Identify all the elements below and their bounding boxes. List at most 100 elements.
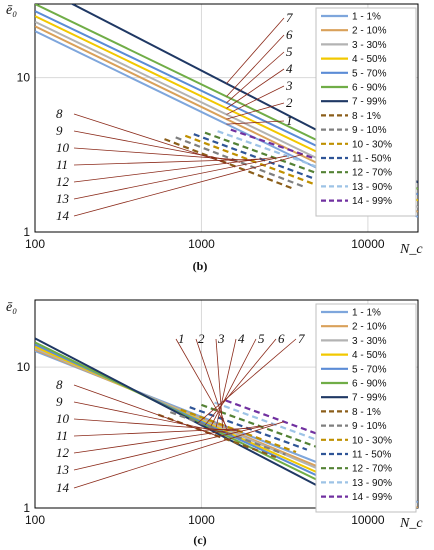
leader-line-2 [226, 102, 285, 120]
curve-label-11: 11 [56, 428, 68, 443]
x-tick-label: 1000 [188, 237, 215, 251]
legend-entry: 9 - 10% [352, 125, 387, 136]
curve-label-1: 1 [178, 331, 185, 346]
curve-label-14: 14 [56, 208, 70, 223]
y-tick-label: 10 [17, 360, 31, 374]
legend: 1 - 1% 2 - 10% 3 - 30% 4 - 50% 5 - 70% 6 - 90… [315, 303, 417, 513]
leader-line-10 [73, 418, 239, 432]
legend-entry: 1 - 1% [352, 308, 381, 319]
legend-entry: 13 - 90% [352, 182, 392, 193]
x-tick-label: 100 [25, 513, 45, 527]
legend-entry: 5 - 70% [352, 68, 387, 79]
leader-line-13 [73, 423, 273, 471]
leader-line-8 [73, 384, 218, 437]
series-line-11 [189, 406, 308, 451]
legend-entry: 13 - 90% [352, 478, 392, 489]
curve-label-6: 6 [278, 331, 285, 346]
leader-line-6 [226, 34, 285, 97]
legend-entry: 10 - 30% [352, 435, 392, 446]
curve-label-3: 3 [285, 78, 293, 93]
series-line-9 [175, 136, 306, 189]
curve-label-12: 12 [56, 445, 70, 460]
y-axis-label: ē₀ [6, 300, 17, 315]
curve-label-9: 9 [56, 394, 63, 409]
curve-label-9: 9 [56, 123, 63, 138]
legend-entry: 4 - 50% [352, 54, 387, 65]
x-axis-label: N_c [399, 516, 423, 531]
plot-area [34, 299, 419, 509]
panel-label: (b) [193, 259, 208, 273]
series-line-8 [164, 138, 295, 191]
leader-line-11 [73, 427, 249, 437]
curve-label-3: 3 [217, 331, 225, 346]
leader-line-12 [73, 425, 260, 454]
legend-entry: 3 - 30% [352, 40, 387, 51]
leader-line-10 [73, 147, 252, 162]
legend-entry: 8 - 1% [352, 407, 381, 418]
leader-line-12 [73, 157, 274, 183]
leader-line-14 [73, 154, 303, 217]
leader-line-9 [73, 130, 241, 163]
legend-entry: 14 - 99% [352, 492, 392, 503]
x-axis-label: N_c [399, 242, 423, 257]
series-line-10 [180, 408, 297, 454]
legend-entry: 2 - 10% [352, 322, 387, 333]
curve-label-6: 6 [286, 27, 293, 42]
x-tick-label: 100 [25, 237, 45, 251]
legend-entry: 6 - 90% [352, 379, 387, 390]
curve-label-10: 10 [56, 411, 70, 426]
curve-label-2: 2 [198, 331, 205, 346]
leader-line-5 [226, 51, 285, 104]
leader-line-1 [226, 120, 285, 125]
curve-label-12: 12 [56, 174, 70, 189]
curve-label-4: 4 [286, 61, 293, 76]
legend-entry: 2 - 10% [352, 26, 387, 37]
curve-label-11: 11 [56, 157, 68, 172]
x-tick-label: 10000 [351, 513, 385, 527]
curve-label-8: 8 [56, 106, 63, 121]
legend-entry: 3 - 30% [352, 336, 387, 347]
legend-entry: 12 - 70% [352, 464, 392, 475]
x-tick-label: 10000 [351, 237, 385, 251]
curve-label-14: 14 [56, 480, 70, 495]
leader-line-7 [197, 338, 297, 424]
series-line-14 [230, 128, 376, 181]
leader-line-11 [73, 158, 262, 166]
leader-line-4 [226, 68, 285, 109]
legend-box [315, 7, 417, 217]
series-line-13 [214, 401, 332, 447]
legend-entry: 6 - 90% [352, 83, 387, 94]
leader-line-7 [226, 17, 285, 84]
legend-entry: 10 - 30% [352, 139, 392, 150]
legend-entry: 14 - 99% [352, 196, 392, 207]
leader-line-4 [215, 338, 237, 428]
y-tick-label: 1 [23, 225, 30, 239]
legend-entry: 8 - 1% [352, 111, 381, 122]
y-tick-label: 1 [23, 501, 30, 515]
curve-label-8: 8 [56, 377, 63, 392]
leader-line-3 [226, 85, 285, 115]
legend-entry: 9 - 10% [352, 421, 387, 432]
legend: 1 - 1% 2 - 10% 3 - 30% 4 - 50% 5 - 70% 6 - 90… [315, 7, 417, 217]
curve-label-10: 10 [56, 140, 70, 155]
legend-entry: 7 - 99% [352, 97, 387, 108]
legend-entry: 7 - 99% [352, 393, 387, 404]
curve-label-7: 7 [286, 10, 293, 25]
curve-label-5: 5 [286, 44, 293, 59]
leader-line-14 [73, 421, 285, 489]
curve-label-4: 4 [238, 331, 245, 346]
legend-entry: 11 - 50% [352, 450, 391, 461]
leader-line-5 [210, 338, 257, 427]
leader-line-3 [215, 338, 224, 429]
curve-label-7: 7 [298, 331, 305, 346]
legend-entry: 1 - 1% [352, 12, 381, 23]
panel-label: (c) [193, 533, 206, 547]
x-tick-label: 1000 [188, 513, 215, 527]
legend-entry: 11 - 50% [352, 154, 391, 165]
leader-line-6 [204, 338, 277, 426]
legend-entry: 5 - 70% [352, 364, 387, 375]
leader-line-13 [73, 155, 287, 200]
